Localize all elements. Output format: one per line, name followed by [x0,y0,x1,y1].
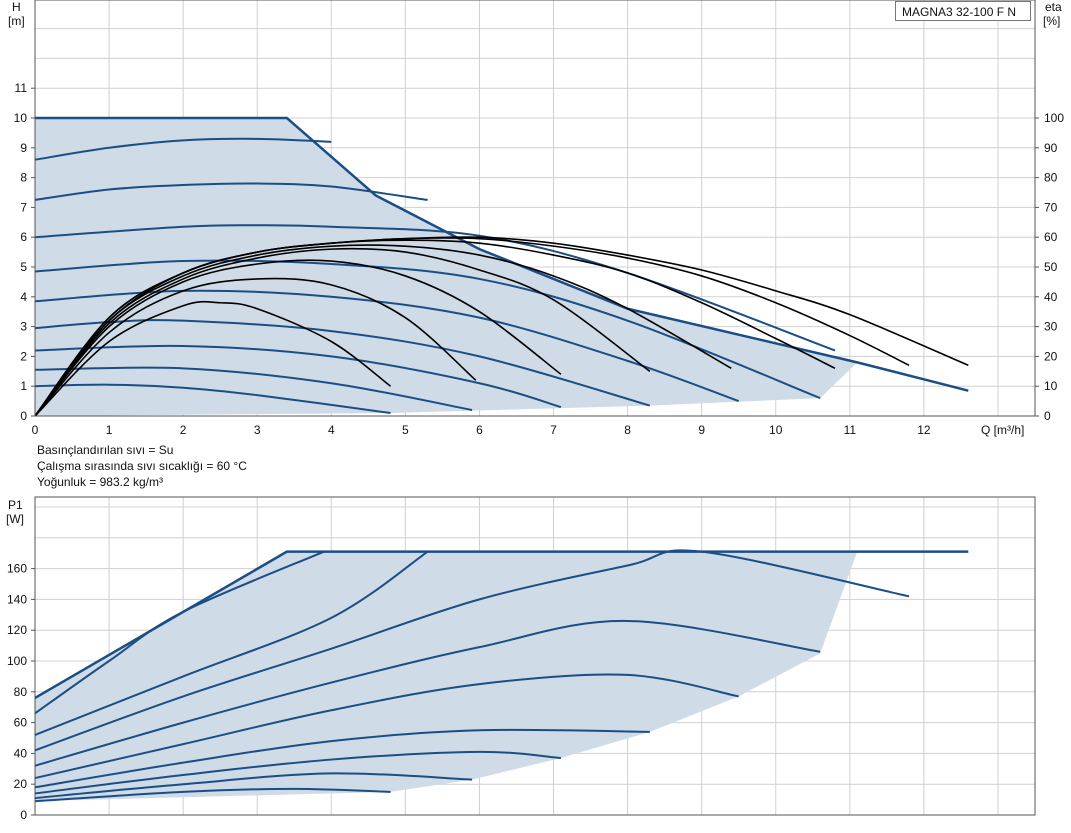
eta-tick-label: 90 [1044,141,1058,155]
head-curve-8 [34,366,473,412]
power-plot-frame [34,496,1036,816]
h-tick-label: 11 [15,81,28,95]
eta-tick-label: 80 [1044,171,1058,185]
q-tick-label: 10 [769,423,783,437]
p-tick-label: 80 [14,685,28,699]
eta-tick-label: 10 [1044,379,1058,393]
power-curve-6 [34,728,650,789]
q-axis-title: Q [m³/h] [981,423,1024,437]
q-tick-label: 7 [550,423,557,437]
pump-model-label: MAGNA3 32-100 F N [895,1,1031,21]
operating-area [35,118,858,802]
h-tick-label: 5 [20,260,27,274]
h-tick-label: 7 [20,200,27,214]
power-max-curve [34,550,969,700]
head-max-curve [35,116,969,392]
efficiency-curves [34,236,969,417]
eta-curve-6 [34,239,836,417]
operating-area-power [35,551,858,802]
p-tick-label: 100 [7,654,27,668]
power-curve-9 [34,787,391,803]
power-curve-4 [34,619,821,767]
head-curve-7 [34,344,562,409]
h-tick-label: 10 [14,111,28,125]
eta-axis-unit: [%] [1043,14,1060,28]
tick-labels: 0 1 2 3 4 5 6 7 8 9 10 11 12012345678910110102030405… [7,81,1064,822]
p-tick-label: 120 [7,623,27,637]
head-plot-frame [34,0,1036,417]
h-tick-label: 4 [20,290,27,304]
q-tick-label: 3 [254,423,261,437]
operating-area-head [35,118,858,416]
head-curve-1 [34,137,332,161]
power-curve-3 [34,549,910,752]
density-note: Yoğunluk = 983.2 kg/m³ [37,475,163,489]
eta-tick-label: 70 [1044,200,1058,214]
q-tick-label: 0 [32,423,39,437]
power-curve-2 [34,550,429,736]
eta-curve-4 [34,247,651,417]
eta-tick-label: 50 [1044,260,1058,274]
eta-curve-1 [34,300,392,417]
q-tick-label: 5 [402,423,409,437]
power-curve-5 [34,673,739,780]
h-tick-label: 9 [20,141,27,155]
p-tick-label: 0 [20,808,27,822]
h-axis-unit: [m] [8,14,25,28]
eta-curve-8 [34,236,969,417]
head-curve-4 [34,259,821,400]
eta-axis-title: eta [1045,0,1062,14]
h-tick-label: 2 [20,349,27,363]
q-tick-label: 12 [917,423,931,437]
eta-curve-2 [34,277,477,417]
p-tick-label: 140 [7,592,27,606]
head-curve-2 [34,182,428,201]
q-tick-label: 2 [180,423,187,437]
q-tick-label: 11 [844,423,857,437]
p-tick-label: 60 [14,716,28,730]
temperature-note: Çalışma sırasında sıvı sıcaklığı = 60 °C [37,459,247,473]
power-curve-7 [34,750,562,795]
eta-tick-label: 30 [1044,320,1058,334]
p-tick-label: 160 [7,562,27,576]
p-axis-title: P1 [8,498,23,512]
plot-frames [34,0,1036,816]
eta-tick-label: 0 [1044,409,1051,423]
eta-tick-label: 40 [1044,290,1058,304]
h-tick-label: 1 [20,379,27,393]
q-tick-label: 8 [624,423,631,437]
h-tick-label: 6 [20,230,27,244]
h-tick-label: 8 [20,171,27,185]
eta-tick-label: 60 [1044,230,1058,244]
p-tick-label: 40 [14,746,28,760]
power-curve-8 [34,772,473,800]
head-curve-9 [34,383,391,415]
eta-curve-3 [34,259,562,417]
eta-tick-label: 100 [1044,111,1064,125]
eta-tick-label: 20 [1044,349,1058,363]
fluid-note: Basınçlandırılan sıvı = Su [37,443,174,457]
q-tick-label: 9 [698,423,705,437]
q-tick-label: 6 [476,423,483,437]
h-tick-label: 3 [20,320,27,334]
p-tick-label: 20 [14,777,28,791]
q-tick-label: 4 [328,423,335,437]
h-tick-label: 0 [20,409,27,423]
q-tick-label: 1 [106,423,113,437]
p-axis-unit: [W] [6,512,24,526]
h-axis-title: H [12,0,21,14]
